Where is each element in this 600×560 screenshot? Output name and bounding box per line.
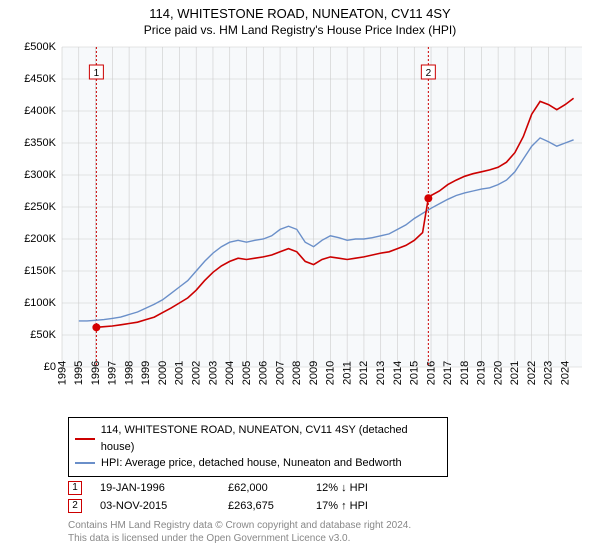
svg-text:2017: 2017 — [442, 361, 454, 385]
sale-date: 03-NOV-2015 — [100, 500, 210, 512]
legend-item: HPI: Average price, detached house, Nune… — [75, 455, 441, 472]
svg-text:2012: 2012 — [358, 361, 370, 385]
svg-text:£50K: £50K — [30, 329, 56, 341]
line-chart-svg: £0 £50K £100K £150K £200K £250K £300K £350K £400… — [10, 41, 590, 411]
legend-swatch-red — [75, 438, 95, 440]
svg-text:2014: 2014 — [392, 361, 404, 385]
svg-text:£250K: £250K — [24, 201, 56, 213]
svg-text:2007: 2007 — [274, 361, 286, 385]
svg-text:2000: 2000 — [157, 361, 169, 385]
legend-swatch-blue — [75, 462, 95, 464]
svg-text:£450K: £450K — [24, 73, 56, 85]
chart-container: 114, WHITESTONE ROAD, NUNEATON, CV11 4SY… — [0, 0, 600, 545]
svg-text:1996: 1996 — [90, 361, 102, 385]
svg-text:1997: 1997 — [107, 361, 119, 385]
svg-text:2001: 2001 — [174, 361, 186, 385]
sale-marker-box: 1 — [68, 481, 82, 495]
legend-item: 114, WHITESTONE ROAD, NUNEATON, CV11 4SY… — [75, 422, 441, 455]
sale-delta: 17% ↑ HPI — [316, 500, 406, 512]
svg-text:2: 2 — [426, 68, 432, 79]
chart-legend: 114, WHITESTONE ROAD, NUNEATON, CV11 4SY… — [68, 417, 448, 477]
sale-price: £62,000 — [228, 482, 298, 494]
svg-text:2003: 2003 — [207, 361, 219, 385]
chart-title: 114, WHITESTONE ROAD, NUNEATON, CV11 4SY — [10, 6, 590, 21]
svg-text:2009: 2009 — [308, 361, 320, 385]
legend-label: HPI: Average price, detached house, Nune… — [101, 455, 402, 472]
title-block: 114, WHITESTONE ROAD, NUNEATON, CV11 4SY… — [10, 6, 590, 37]
chart-footer: Contains HM Land Registry data © Crown c… — [68, 519, 590, 545]
svg-text:2020: 2020 — [492, 361, 504, 385]
svg-text:£100K: £100K — [24, 297, 56, 309]
svg-text:2023: 2023 — [543, 361, 555, 385]
svg-text:2022: 2022 — [526, 361, 538, 385]
svg-text:2015: 2015 — [409, 361, 421, 385]
sale-price: £263,675 — [228, 500, 298, 512]
svg-text:2002: 2002 — [190, 361, 202, 385]
svg-text:1: 1 — [94, 68, 100, 79]
sale-marker-box: 2 — [68, 499, 82, 513]
svg-text:2011: 2011 — [341, 361, 353, 385]
svg-text:2004: 2004 — [224, 361, 236, 385]
svg-text:£400K: £400K — [24, 105, 56, 117]
svg-text:2021: 2021 — [509, 361, 521, 385]
svg-text:2005: 2005 — [241, 361, 253, 385]
sale-delta: 12% ↓ HPI — [316, 482, 406, 494]
svg-text:2018: 2018 — [459, 361, 471, 385]
svg-text:2008: 2008 — [291, 361, 303, 385]
svg-text:£0: £0 — [44, 361, 56, 373]
svg-text:£200K: £200K — [24, 233, 56, 245]
chart-plot-area: £0 £50K £100K £150K £200K £250K £300K £350K £400… — [10, 41, 590, 411]
legend-label: 114, WHITESTONE ROAD, NUNEATON, CV11 4SY… — [101, 422, 441, 455]
svg-text:2006: 2006 — [258, 361, 270, 385]
svg-text:2019: 2019 — [476, 361, 488, 385]
svg-text:2010: 2010 — [325, 361, 337, 385]
sales-table: 1 19-JAN-1996 £62,000 12% ↓ HPI 2 03-NOV… — [68, 481, 590, 513]
svg-text:2024: 2024 — [560, 361, 572, 385]
footer-line: Contains HM Land Registry data © Crown c… — [68, 519, 590, 532]
svg-text:2013: 2013 — [375, 361, 387, 385]
svg-text:1999: 1999 — [140, 361, 152, 385]
svg-text:1994: 1994 — [56, 361, 68, 385]
sale-row: 2 03-NOV-2015 £263,675 17% ↑ HPI — [68, 499, 590, 513]
svg-text:£500K: £500K — [24, 41, 56, 53]
sale-date: 19-JAN-1996 — [100, 482, 210, 494]
footer-line: This data is licensed under the Open Gov… — [68, 532, 590, 545]
svg-text:2016: 2016 — [425, 361, 437, 385]
svg-text:1995: 1995 — [73, 361, 85, 385]
sale-row: 1 19-JAN-1996 £62,000 12% ↓ HPI — [68, 481, 590, 495]
svg-text:£350K: £350K — [24, 137, 56, 149]
svg-text:1998: 1998 — [123, 361, 135, 385]
svg-text:£150K: £150K — [24, 265, 56, 277]
chart-subtitle: Price paid vs. HM Land Registry's House … — [10, 23, 590, 37]
svg-text:£300K: £300K — [24, 169, 56, 181]
